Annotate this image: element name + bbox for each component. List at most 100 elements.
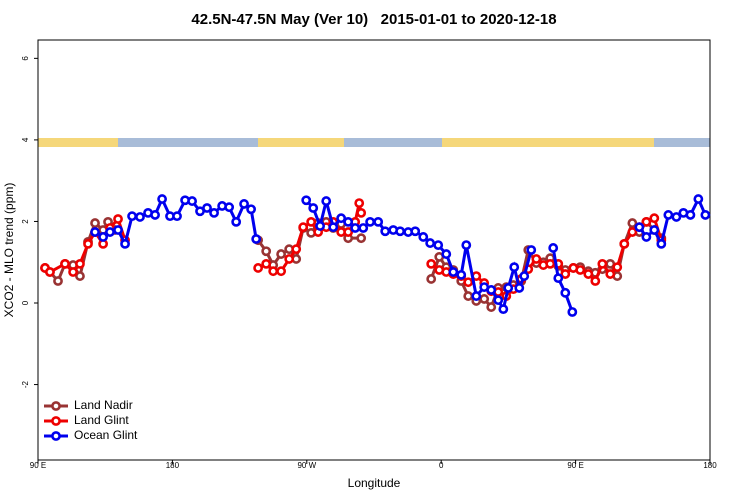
data-point	[53, 276, 63, 286]
legend-label: Land Glint	[74, 413, 129, 427]
data-point	[157, 194, 167, 204]
data-point	[98, 232, 109, 242]
series-line	[551, 247, 574, 313]
data-point	[605, 269, 616, 279]
data-point	[261, 258, 272, 269]
legend-label: Ocean Glint	[74, 428, 138, 442]
data-point	[583, 269, 594, 279]
data-point	[441, 249, 452, 259]
data-point	[298, 222, 309, 233]
data-point	[567, 307, 578, 317]
data-point	[498, 304, 509, 315]
data-point	[315, 221, 325, 231]
data-point	[343, 227, 354, 237]
data-point	[526, 245, 537, 255]
data-point	[127, 211, 137, 222]
data-point	[612, 262, 623, 273]
data-point	[350, 223, 361, 233]
data-point	[700, 210, 711, 220]
data-point	[172, 211, 182, 222]
data-point	[276, 249, 287, 259]
data-point	[663, 210, 674, 220]
data-point	[425, 238, 436, 248]
data-point	[503, 283, 514, 293]
data-point	[641, 232, 652, 242]
data-point	[336, 213, 347, 224]
data-point	[463, 277, 474, 288]
data-point	[120, 238, 130, 249]
data-point	[656, 238, 667, 249]
x-tick-label: 0	[439, 461, 444, 470]
data-point	[68, 267, 78, 277]
data-point	[251, 234, 262, 244]
data-point	[90, 227, 100, 237]
data-point	[395, 226, 406, 237]
data-point	[284, 254, 295, 264]
data-point	[75, 271, 85, 281]
data-point	[373, 216, 384, 227]
data-point	[343, 216, 354, 227]
data-point	[627, 227, 638, 237]
data-point	[365, 216, 376, 227]
data-point	[328, 222, 339, 233]
data-point	[493, 295, 504, 306]
data-point	[105, 227, 115, 237]
data-point	[306, 216, 317, 227]
data-point	[553, 273, 564, 284]
data-point	[253, 263, 264, 273]
data-point	[461, 240, 472, 251]
x-tick-label: 90 W	[297, 461, 316, 470]
data-point	[426, 258, 437, 269]
data-point	[187, 196, 198, 206]
legend-swatch-point	[51, 431, 61, 441]
legend-swatch-point	[51, 416, 61, 426]
data-point	[590, 276, 601, 286]
y-tick-label: 0	[21, 300, 30, 305]
data-point	[433, 240, 444, 251]
data-point	[358, 223, 369, 233]
x-tick-label: 180	[166, 461, 180, 470]
chart-title: 42.5N-47.5N May (Ver 10) 2015-01-01 to 2…	[191, 11, 556, 28]
data-point	[426, 274, 437, 284]
data-point	[113, 225, 123, 235]
data-point	[418, 232, 429, 242]
y-tick-label: 6	[21, 56, 30, 61]
data-point	[693, 194, 704, 204]
data-point	[356, 233, 367, 244]
land-band	[38, 138, 118, 147]
data-point	[560, 269, 571, 279]
data-point	[649, 225, 660, 235]
y-tick-label: -2	[21, 380, 30, 388]
legend-label: Land Nadir	[74, 398, 133, 412]
data-point	[83, 238, 93, 249]
data-point	[308, 203, 319, 213]
data-point	[410, 226, 421, 237]
data-point	[246, 204, 256, 215]
data-point	[60, 258, 70, 269]
data-point	[649, 213, 660, 224]
data-point	[75, 258, 85, 269]
data-point	[463, 291, 474, 301]
ocean-band	[38, 138, 710, 147]
data-point	[90, 218, 100, 228]
legend-swatch-point	[51, 401, 61, 411]
data-point	[135, 212, 145, 222]
y-axis-label: XCO2 - MLO trend (ppm)	[2, 183, 16, 318]
data-point	[356, 207, 367, 218]
data-point	[268, 266, 279, 277]
data-point	[575, 265, 586, 275]
data-point	[627, 218, 638, 228]
data-point	[671, 212, 682, 222]
data-point	[321, 196, 332, 206]
data-point	[209, 207, 219, 218]
data-point	[619, 238, 630, 249]
land-ocean-strip	[38, 138, 710, 147]
data-point	[634, 222, 645, 233]
data-point	[202, 203, 212, 213]
data-point	[261, 246, 272, 257]
data-point	[354, 198, 365, 209]
data-point	[531, 254, 542, 264]
data-point	[641, 216, 652, 227]
x-tick-label: 180	[703, 461, 717, 470]
